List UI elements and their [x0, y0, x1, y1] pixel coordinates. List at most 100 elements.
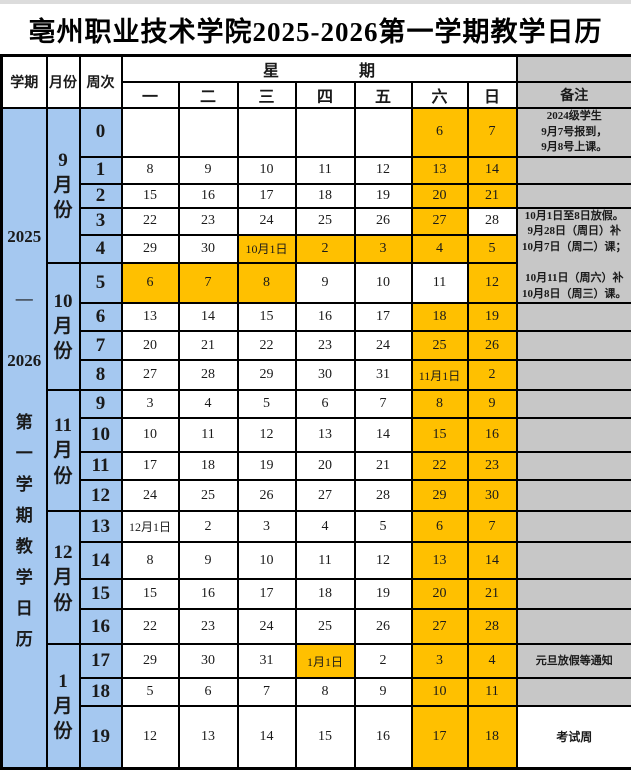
day-cell: 21: [355, 452, 412, 480]
week-number: 15: [80, 579, 122, 609]
text-line: 教: [3, 531, 46, 562]
day-cell: 7: [179, 263, 238, 304]
day-cell: 8: [296, 678, 355, 706]
day-cell: 13: [412, 542, 468, 579]
day-cell: 6: [179, 678, 238, 706]
day-cell: 11: [296, 157, 355, 184]
week-number: 0: [80, 108, 122, 157]
day-cell: 15: [122, 579, 179, 609]
day-cell: 28: [355, 480, 412, 511]
text-line: 份: [48, 464, 79, 489]
header-weekday-group: 星期: [122, 56, 517, 83]
text-line: 10月7日（周二）课；: [518, 240, 631, 256]
week-number: 11: [80, 452, 122, 480]
day-cell: 13: [296, 418, 355, 452]
day-cell: 24: [238, 609, 296, 644]
day-cell: 30: [296, 360, 355, 390]
remark-cell: [517, 184, 631, 208]
day-cell: 11月1日: [412, 360, 468, 390]
header-weekday-7: 日: [468, 82, 517, 108]
text-line: 10月11日（周六）补: [518, 271, 631, 287]
day-cell: 18: [296, 579, 355, 609]
day-cell: 27: [412, 208, 468, 235]
day-cell: 12: [355, 157, 412, 184]
week-number: 4: [80, 235, 122, 263]
day-cell: 17: [238, 184, 296, 208]
day-cell: 15: [412, 418, 468, 452]
day-cell: 19: [468, 303, 517, 331]
day-cell: 7: [355, 390, 412, 418]
day-cell: 6: [412, 511, 468, 542]
day-cell: 18: [296, 184, 355, 208]
text-line: 9月7号报到，: [518, 125, 631, 141]
day-cell: 26: [355, 609, 412, 644]
day-cell: 10: [355, 263, 412, 304]
semester-band: 2025 — 2026 第一学期教学日历: [2, 108, 47, 768]
day-cell: 6: [412, 108, 468, 157]
day-cell: 12: [355, 542, 412, 579]
text-line: 9月28日（周日）补: [518, 224, 631, 240]
text-line: 11: [48, 413, 79, 438]
text-line: 一: [3, 438, 46, 469]
day-cell: 17: [355, 303, 412, 331]
day-cell: 26: [355, 208, 412, 235]
day-cell: 14: [468, 542, 517, 579]
page-title: 亳州职业技术学院2025-2026第一学期教学日历: [0, 4, 631, 54]
day-cell: 26: [468, 331, 517, 360]
day-cell: 14: [238, 706, 296, 768]
day-cell: 13: [412, 157, 468, 184]
day-cell: 21: [468, 184, 517, 208]
day-cell: 12月1日: [122, 511, 179, 542]
day-cell: 28: [468, 208, 517, 235]
day-cell: 25: [179, 480, 238, 511]
remark-cell: [517, 678, 631, 706]
week-number: 7: [80, 331, 122, 360]
day-cell: 30: [179, 235, 238, 263]
week-number: 6: [80, 303, 122, 331]
week-number: 13: [80, 511, 122, 542]
day-cell: [122, 108, 179, 157]
week-number: 12: [80, 480, 122, 511]
day-cell: 11: [468, 678, 517, 706]
remark-cell: [517, 390, 631, 418]
day-cell: 18: [179, 452, 238, 480]
day-cell: 15: [296, 706, 355, 768]
day-cell: 11: [179, 418, 238, 452]
day-cell: 22: [412, 452, 468, 480]
day-cell: 3: [355, 235, 412, 263]
remark-cell: [517, 303, 631, 331]
remark-cell: [517, 609, 631, 644]
week-number: 18: [80, 678, 122, 706]
day-cell: 5: [122, 678, 179, 706]
day-cell: 18: [412, 303, 468, 331]
day-cell: 9: [296, 263, 355, 304]
text-line: 月: [48, 565, 79, 590]
day-cell: 22: [122, 609, 179, 644]
header-month: 月份: [47, 56, 80, 109]
day-cell: 16: [296, 303, 355, 331]
day-cell: 30: [179, 644, 238, 678]
day-cell: 17: [412, 706, 468, 768]
day-cell: 9: [179, 157, 238, 184]
text-line: 份: [48, 339, 79, 364]
day-cell: 9: [468, 390, 517, 418]
day-cell: 2: [179, 511, 238, 542]
day-cell: 20: [412, 184, 468, 208]
day-cell: 4: [179, 390, 238, 418]
day-cell: 7: [238, 678, 296, 706]
day-cell: 30: [468, 480, 517, 511]
day-cell: 15: [238, 303, 296, 331]
day-cell: 31: [238, 644, 296, 678]
day-cell: 24: [238, 208, 296, 235]
